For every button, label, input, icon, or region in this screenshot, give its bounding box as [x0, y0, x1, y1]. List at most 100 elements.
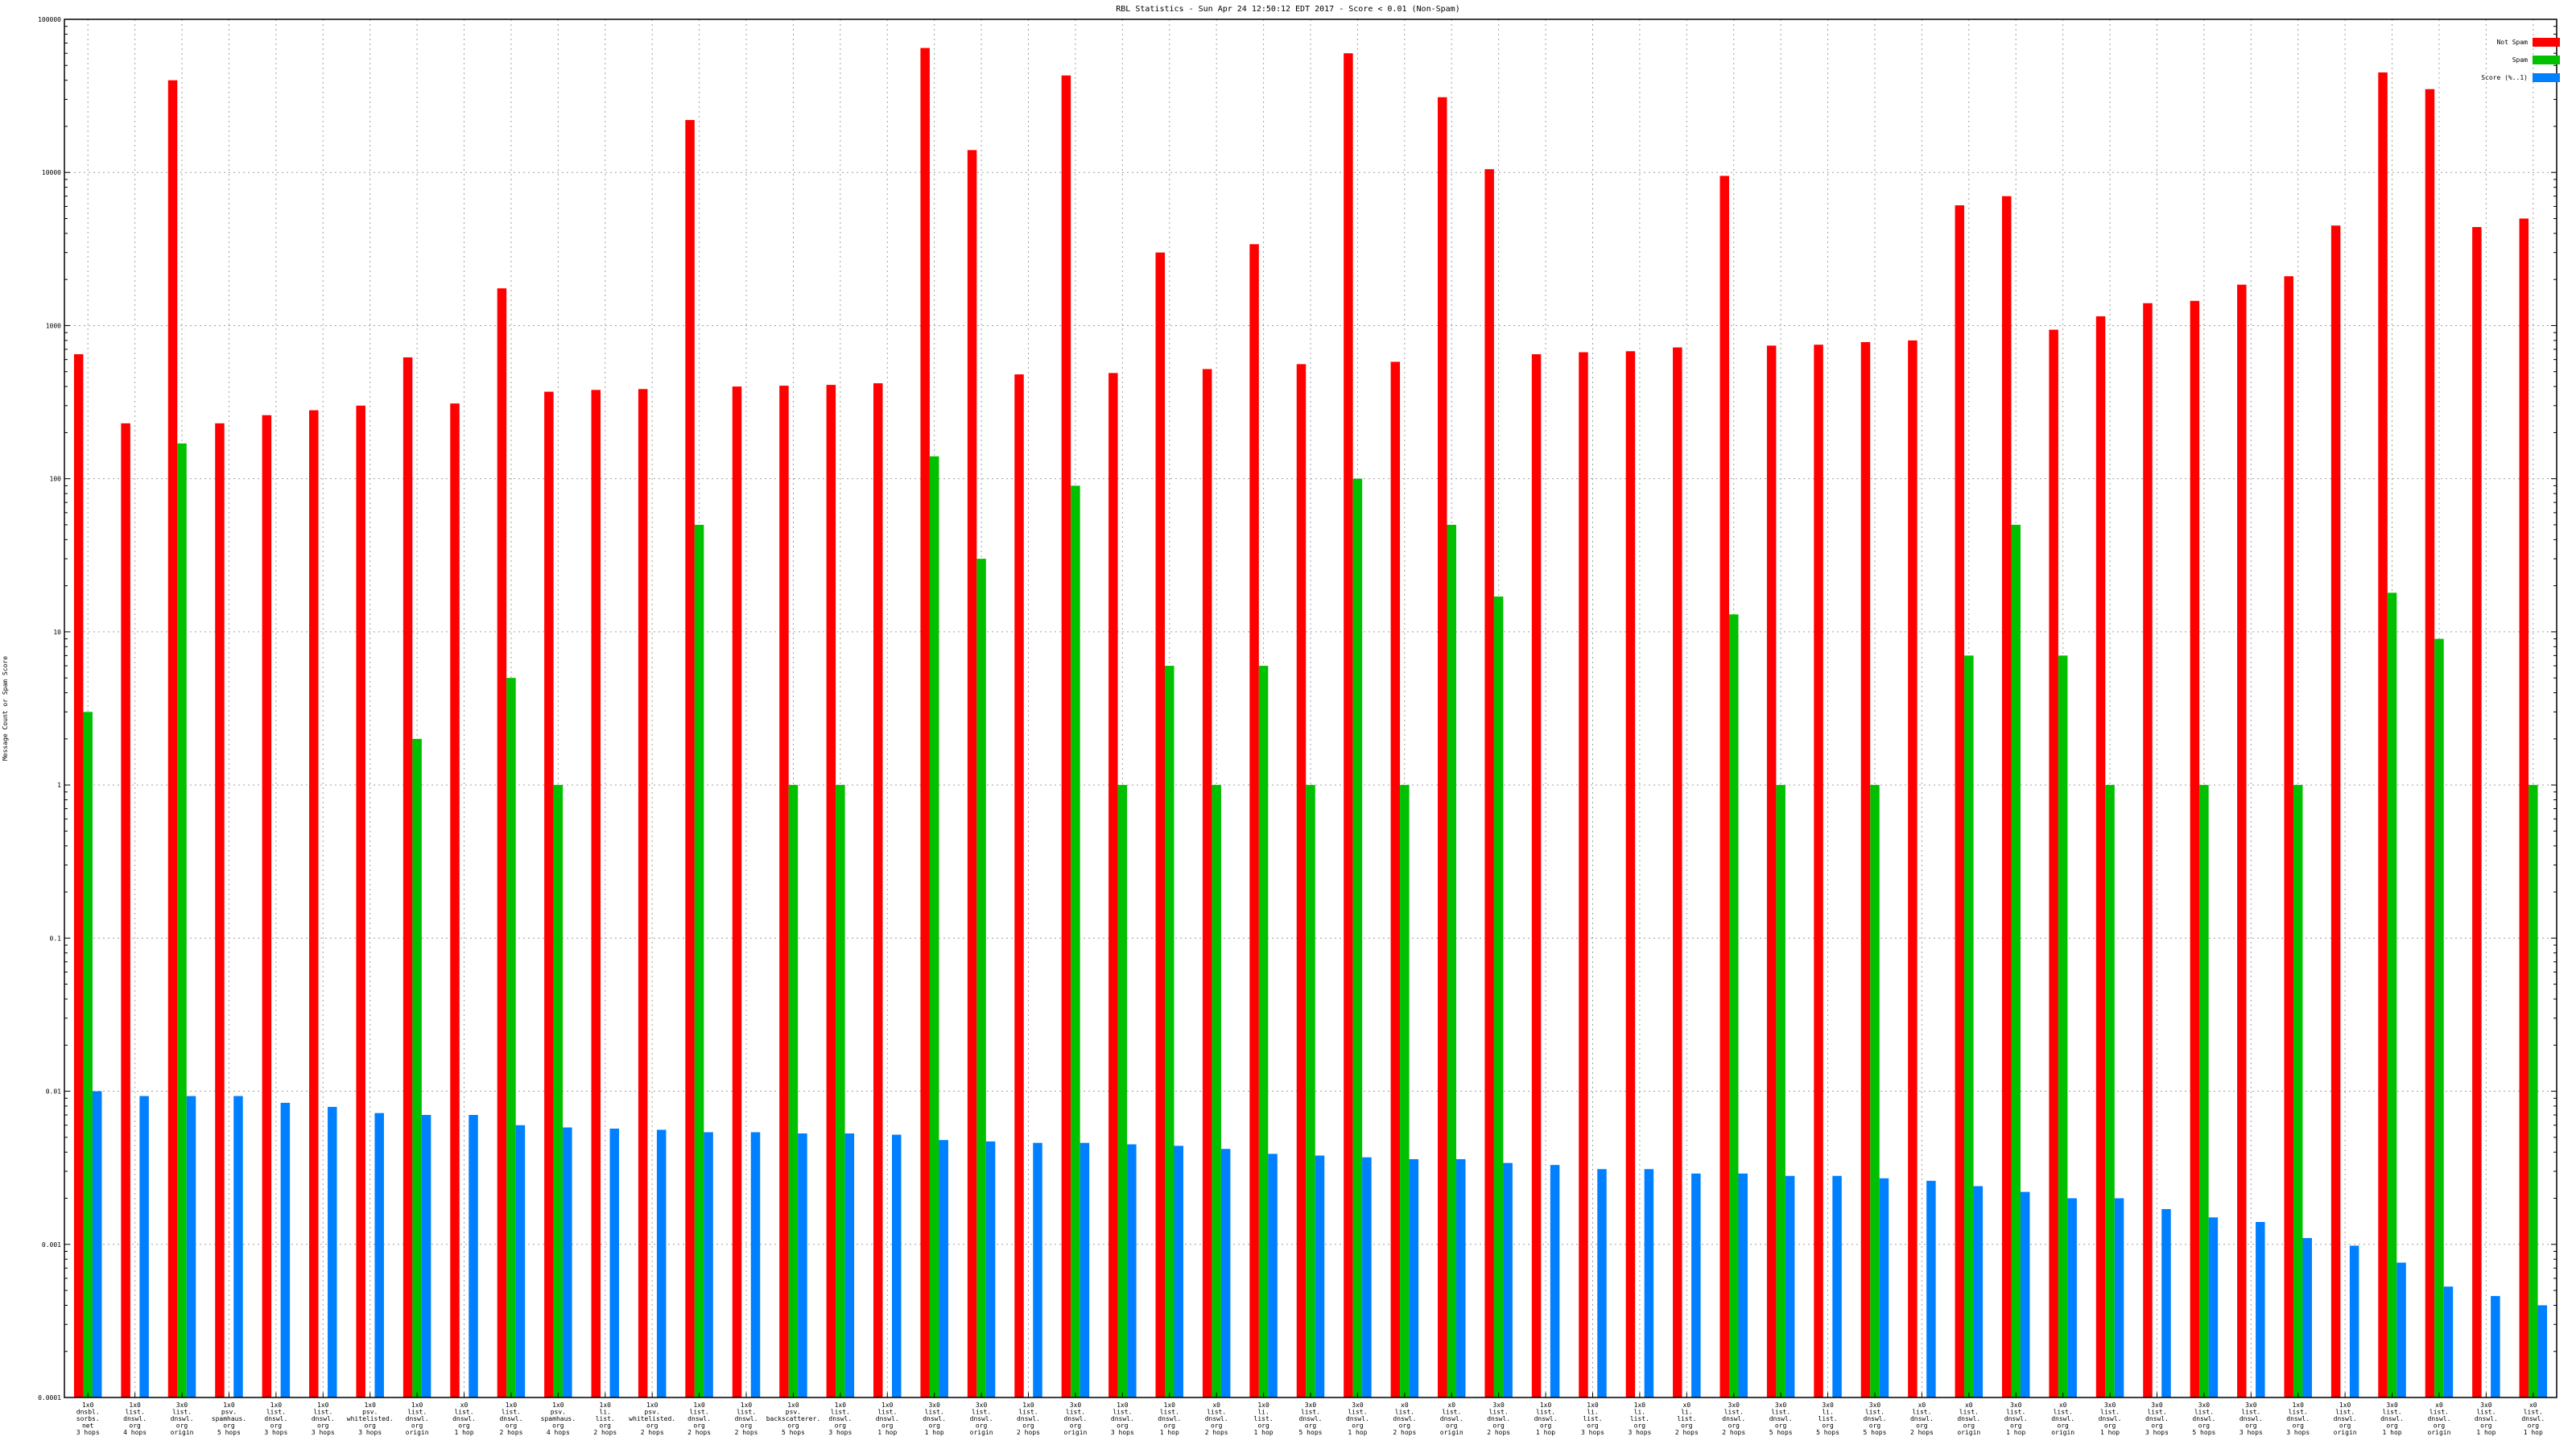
bar-spam [1352, 478, 1363, 1397]
x-tick-label: 3x0 list. dnswl. org 5 hops [1769, 1402, 1793, 1436]
x-tick-label-line: dnswl. [1534, 1415, 1558, 1422]
x-tick-label-line: list. [1348, 1409, 1367, 1416]
x-tick-label: 3x0 list. dnswl. org 3 hops [2145, 1402, 2169, 1436]
bar-spam [1728, 614, 1739, 1397]
bar-not-spam [1625, 351, 1636, 1398]
bar-not-spam [685, 120, 695, 1397]
x-tick-label-line: 3 hops [828, 1429, 852, 1436]
bar-score-1 [1832, 1175, 1842, 1397]
bar-score-1 [1973, 1186, 1984, 1397]
x-tick-label-line: list. [2335, 1409, 2355, 1416]
x-tick-label-line: list. [1018, 1409, 1038, 1416]
x-tick-label-line: list. [266, 1409, 286, 1416]
x-tick-label-line: dnswl. [1111, 1415, 1134, 1422]
bar-score-1 [2208, 1217, 2219, 1397]
x-tick-label-line: 1 hop [2100, 1429, 2120, 1436]
x-tick-label-line: x0 [2435, 1402, 2443, 1409]
x-tick-label-line: 3x0 [2151, 1402, 2163, 1409]
bar-spam [694, 524, 704, 1398]
x-tick-label-line: net [82, 1422, 94, 1430]
x-tick-label-line: dnswl. [1017, 1415, 1040, 1422]
x-tick-label-line: list. [2006, 1409, 2025, 1416]
x-tick-label-line: 1 hop [2006, 1429, 2025, 1436]
bar-not-spam [1014, 374, 1024, 1397]
x-tick-label-line: 2 hops [687, 1429, 711, 1436]
x-tick-label-line: dnswl. [123, 1415, 147, 1422]
x-tick-label-line: org [2528, 1422, 2540, 1430]
x-tick-label-line: 5 hops [1769, 1429, 1793, 1436]
bar-score-1 [563, 1127, 572, 1397]
x-tick-label-line: dnswl. [2051, 1415, 2074, 1422]
x-tick-label-line: 5 hops [782, 1429, 805, 1436]
x-tick-label-line: list. [407, 1409, 427, 1416]
bar-spam [1258, 666, 1269, 1397]
x-tick-label-line: dnswl. [1299, 1415, 1323, 1422]
x-tick-label-line: list. [1489, 1409, 1509, 1416]
x-tick-label-line: org [2339, 1422, 2351, 1430]
x-tick-label-line: org [1681, 1422, 1693, 1430]
bar-score-1 [1174, 1146, 1184, 1397]
bar-spam [1493, 597, 1504, 1397]
bar-score-1 [280, 1102, 291, 1397]
x-tick-label: 1x0 list. dnswl. org 1 hop [1158, 1402, 1181, 1436]
x-tick-label-line: dnswl. [1957, 1415, 1980, 1422]
x-tick-label: 1x0 psv. whitelisted. org 3 hops [347, 1402, 394, 1436]
x-tick-label-line: org [506, 1422, 518, 1430]
bar-spam [1212, 785, 1221, 1397]
x-tick-label-line: origin [406, 1429, 429, 1436]
x-tick-label-line: 3x0 [2104, 1402, 2116, 1409]
x-tick-label-line: org [1305, 1422, 1317, 1430]
bar-not-spam [1484, 169, 1494, 1398]
bar-score-1 [92, 1091, 102, 1397]
bar-score-1 [1738, 1173, 1748, 1397]
x-tick-label-line: dnswl. [2099, 1415, 2122, 1422]
bar-not-spam [2472, 227, 2482, 1398]
bar-score-1 [1550, 1165, 1560, 1397]
x-tick-label-line: li. [1681, 1409, 1692, 1416]
x-tick-label-line: 3x0 [2480, 1402, 2492, 1409]
x-tick-label-line: dnswl. [1722, 1415, 1745, 1422]
bar-not-spam [1579, 352, 1588, 1398]
x-tick-label-line: whitelisted. [629, 1415, 675, 1422]
bar-score-1 [469, 1115, 478, 1397]
x-tick-label-line: dnswl. [2286, 1415, 2310, 1422]
x-tick-label: 1x0 list. dnswl. org 2 hops [687, 1402, 711, 1436]
legend-swatch [2533, 73, 2560, 82]
x-tick-label-line: x0 [1965, 1402, 1973, 1409]
x-tick-label-line: list. [2241, 1409, 2260, 1416]
x-tick-label-line: spamhaus. [541, 1415, 576, 1422]
bar-spam [1117, 785, 1128, 1397]
bar-score-1 [2020, 1191, 2030, 1397]
x-tick-label-line: x0 [2529, 1402, 2537, 1409]
x-tick-label-line: 3x0 [1728, 1402, 1740, 1409]
x-tick-label-line: dnswl. [1063, 1415, 1087, 1422]
bar-score-1 [2067, 1198, 2077, 1397]
x-tick-label-line: psv. [362, 1409, 378, 1416]
x-tick-label-line: 1x0 [364, 1402, 376, 1409]
x-tick-label: 1x0 list. dnswl. org 1 hop [1534, 1402, 1558, 1436]
x-tick-label-line: list. [1207, 1409, 1226, 1416]
y-tick-label: 0.01 [46, 1088, 61, 1096]
bar-not-spam [967, 150, 977, 1397]
bar-score-1 [233, 1096, 243, 1397]
x-tick-label: x0 list. dnswl. org 2 hops [1205, 1402, 1228, 1436]
x-tick-label-line: list. [502, 1409, 521, 1416]
x-tick-label-line: 5 hops [1864, 1429, 1887, 1436]
x-tick-label-line: 5 hops [1299, 1429, 1323, 1436]
x-tick-label-line: 1x0 [506, 1402, 518, 1409]
x-tick-label-line: list. [1677, 1415, 1696, 1422]
x-tick-label: 3x0 list. dnswl. org origin [970, 1402, 993, 1436]
x-tick-label: 3x0 list. dnswl. org 1 hop [2004, 1402, 2028, 1436]
x-tick-label-line: 2 hops [1910, 1429, 1934, 1436]
x-tick-label-line: dnsbl. [76, 1409, 100, 1416]
bar-score-1 [2161, 1208, 2171, 1397]
x-tick-label-line: psv. [221, 1409, 237, 1416]
x-tick-label-line: list. [925, 1409, 944, 1416]
x-tick-label-line: 2 hops [1722, 1429, 1745, 1436]
x-tick-label-line: li. [1822, 1409, 1833, 1416]
x-tick-label-line: 5 hops [2192, 1429, 2215, 1436]
x-tick-label-line: org [1070, 1422, 1082, 1430]
x-tick-label-line: dnswl. [970, 1415, 993, 1422]
x-tick-label: 3x0 list. dnswl. org 5 hops [1864, 1402, 1887, 1436]
bar-score-1 [844, 1133, 855, 1397]
